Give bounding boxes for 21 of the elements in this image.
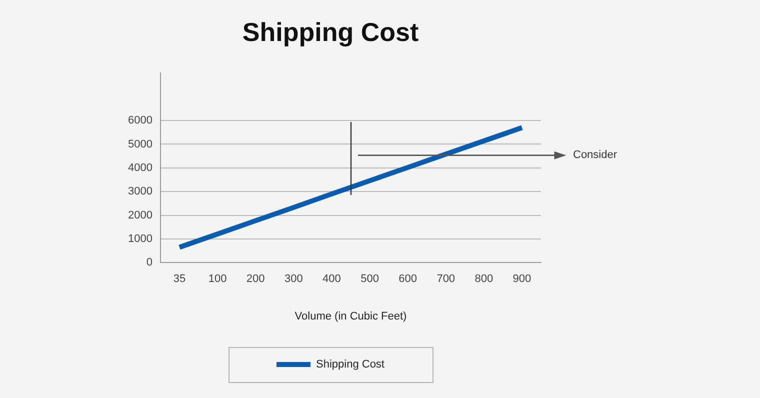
y-tick-label: 6000 [128, 114, 152, 127]
x-tick-label: 200 [246, 273, 265, 286]
y-tick-label: 0 [146, 256, 152, 269]
chart-title: Shipping Cost [242, 16, 419, 47]
x-tick-label: 800 [474, 273, 494, 286]
text: Consider [573, 149, 618, 162]
x-tick-label: 300 [284, 273, 303, 286]
x-tick-label: 35 [173, 273, 186, 286]
y-tick-label: 2000 [128, 209, 152, 222]
x-tick-label: 700 [436, 273, 456, 286]
x-axis-title: Volume (in Cubic Feet) [294, 310, 407, 322]
y-tick-label: 4000 [128, 162, 152, 174]
legend-label: Shipping Cost [316, 358, 385, 371]
y-tick-label: 1000 [128, 232, 152, 245]
x-tick-label: 400 [322, 273, 341, 286]
x-tick-label: 900 [512, 273, 532, 286]
x-tick-label: 100 [208, 273, 227, 286]
y-tick-label: 5000 [128, 138, 152, 150]
x-tick-label: 500 [360, 273, 379, 286]
x-tick-label: 600 [398, 273, 417, 286]
y-tick-label: 3000 [128, 186, 152, 198]
